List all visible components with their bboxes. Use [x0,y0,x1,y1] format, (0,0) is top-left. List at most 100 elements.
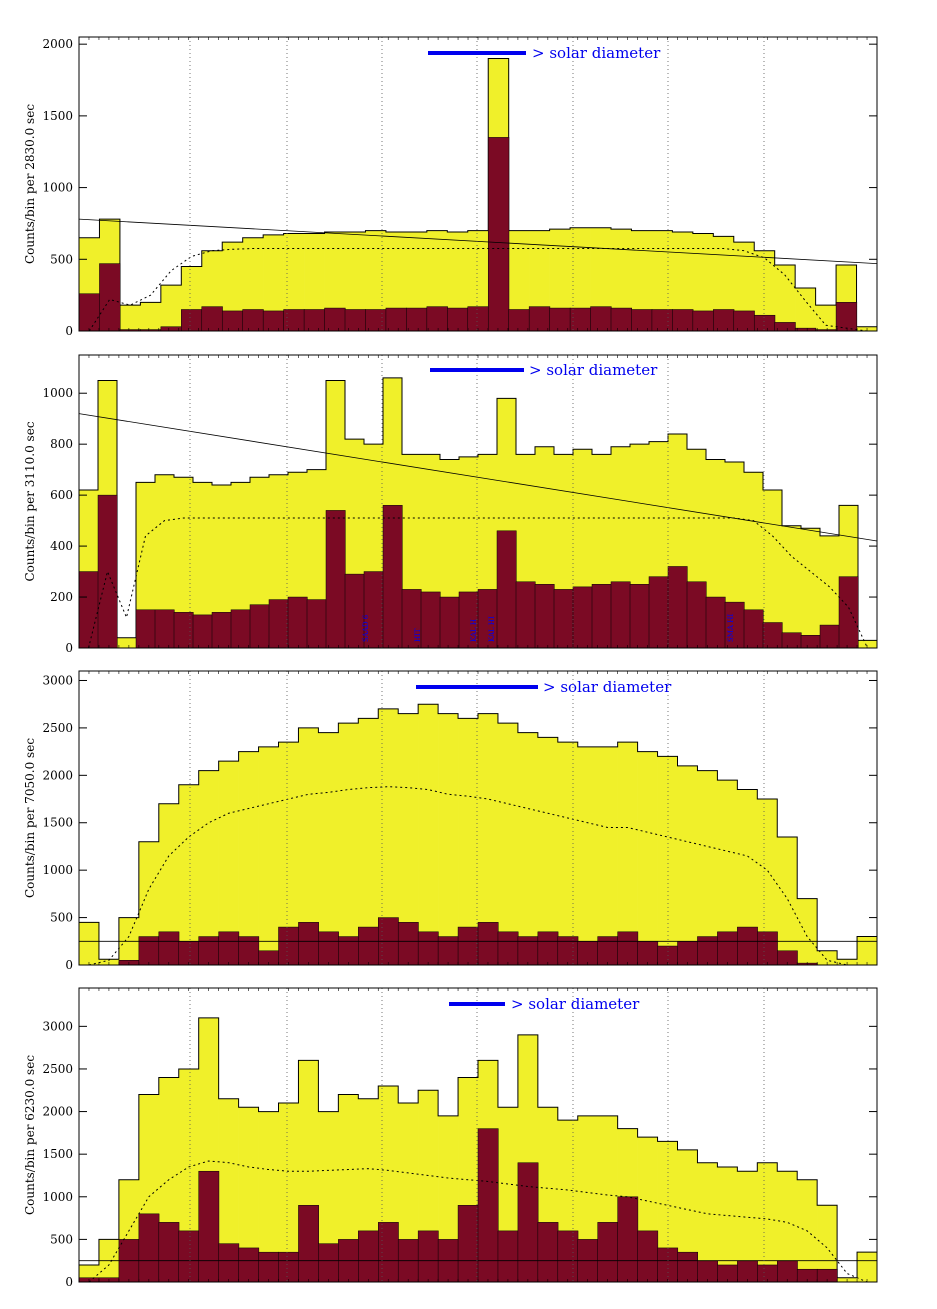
trend-line [78,218,878,264]
subset-count-bar [298,1205,319,1283]
total-count-bar [795,287,816,331]
total-count-bar [737,1171,758,1282]
total-count-bar [777,1171,798,1282]
total-count-bar [763,490,783,648]
total-count-bar [238,1107,259,1282]
subset-count-bar [198,1170,220,1283]
total-count-bar [537,737,559,965]
total-count-bar [820,535,840,648]
solar-diameter-label: > solar diameter [529,361,658,379]
solar-diameter-label: > solar diameter [543,678,672,696]
total-count-bar [570,227,591,331]
total-count-bar [549,229,571,331]
subset-count-bar [617,1196,639,1283]
total-count-bar [398,1103,419,1282]
subset-count-bar [221,310,244,332]
y-tick-label: 2000 [42,37,73,51]
subset-count-bar [318,931,339,966]
subset-count-bar [697,936,718,966]
subset-count-bar [158,931,180,966]
subset-count-bar [497,931,519,966]
subset-count-bar [534,584,555,649]
subset-count-bar [537,931,559,966]
subset-count-bar [283,309,305,332]
subset-count-bar [138,936,160,966]
y-tick-label: 200 [50,590,73,604]
total-count-bar [160,285,182,331]
total-count-bar [283,233,305,331]
subset-count-bar [569,307,592,332]
total-count-bar [529,230,550,331]
model-curve [88,248,867,332]
y-tick-label: 2000 [42,768,73,782]
y-tick-label: 0 [65,958,73,972]
subset-count-bar [457,1205,479,1283]
subset-count-bar [358,926,379,966]
total-count-bar [508,230,530,331]
total-count-outline [78,377,878,648]
subset-count-bar [278,926,299,966]
subset-count-bar [774,322,796,332]
subset-count-bar [597,936,619,966]
y-tick-label: 1000 [42,1190,73,1204]
y-tick-label: 1000 [42,386,73,400]
subset-count-bar [158,1222,180,1283]
total-count-bar [697,770,718,965]
y-tick-label: 1000 [42,181,73,195]
subset-count-bar [667,566,688,649]
total-count-bar [713,236,735,331]
total-count-bar [777,836,798,965]
total-count-bar [797,898,818,965]
total-count-bar [801,528,821,648]
model-curve [88,1160,868,1283]
solar-diameter-label: > solar diameter [532,44,661,62]
subset-count-bar [496,530,517,649]
subset-count-bar [439,596,460,649]
subset-count-bar [651,309,673,332]
total-count-bar [611,229,632,331]
total-count-bar [631,230,653,331]
total-count-bar [378,708,399,965]
total-count-bar [338,723,359,965]
y-tick-label: 400 [50,539,73,553]
subset-count-bar [238,1247,260,1283]
subset-count-bar [477,1128,499,1283]
subset-count-bar [577,941,599,966]
y-tick-label: 0 [65,324,73,338]
subset-count-bar [737,1260,758,1283]
subset-count-bar [447,307,469,332]
subset-count-bar [517,1162,539,1283]
y-axis-label: Counts/bin per 7050.0 sec [23,738,37,898]
total-count-bar [174,477,194,648]
subset-count-bar [597,1222,619,1283]
total-count-bar [193,482,213,648]
total-count-bar [318,1111,339,1282]
total-count-bar [263,234,284,331]
subset-count-bar [385,307,407,332]
subset-count-bar [629,584,650,649]
subset-count-bar [426,306,448,332]
subset-count-bar [406,307,428,332]
total-count-bar [136,482,156,648]
subset-count-bar [99,263,121,332]
subset-count-bar [135,609,156,649]
total-count-bar [119,305,141,331]
total-count-bar [677,765,698,965]
y-axis-label: Counts/bin per 2830.0 sec [23,104,37,264]
total-count-bar [365,230,387,331]
total-count-bar [358,718,379,965]
total-count-bar [478,713,499,965]
total-count-bar [138,841,160,965]
source-annotation: KAL H [470,619,478,642]
subset-count-bar [192,614,213,649]
total-count-bar [677,1149,698,1282]
source-annotation: SMA HI [727,614,735,642]
subset-count-bar [457,926,479,966]
y-tick-label: 500 [50,1232,73,1246]
subset-count-bar [777,1260,798,1283]
total-count-bar [858,640,878,648]
y-axis-label: Counts/bin per 3110.0 sec [23,421,37,581]
total-count-bar [697,1162,718,1282]
subset-count-bar [420,591,441,649]
total-count-bar [497,723,519,965]
